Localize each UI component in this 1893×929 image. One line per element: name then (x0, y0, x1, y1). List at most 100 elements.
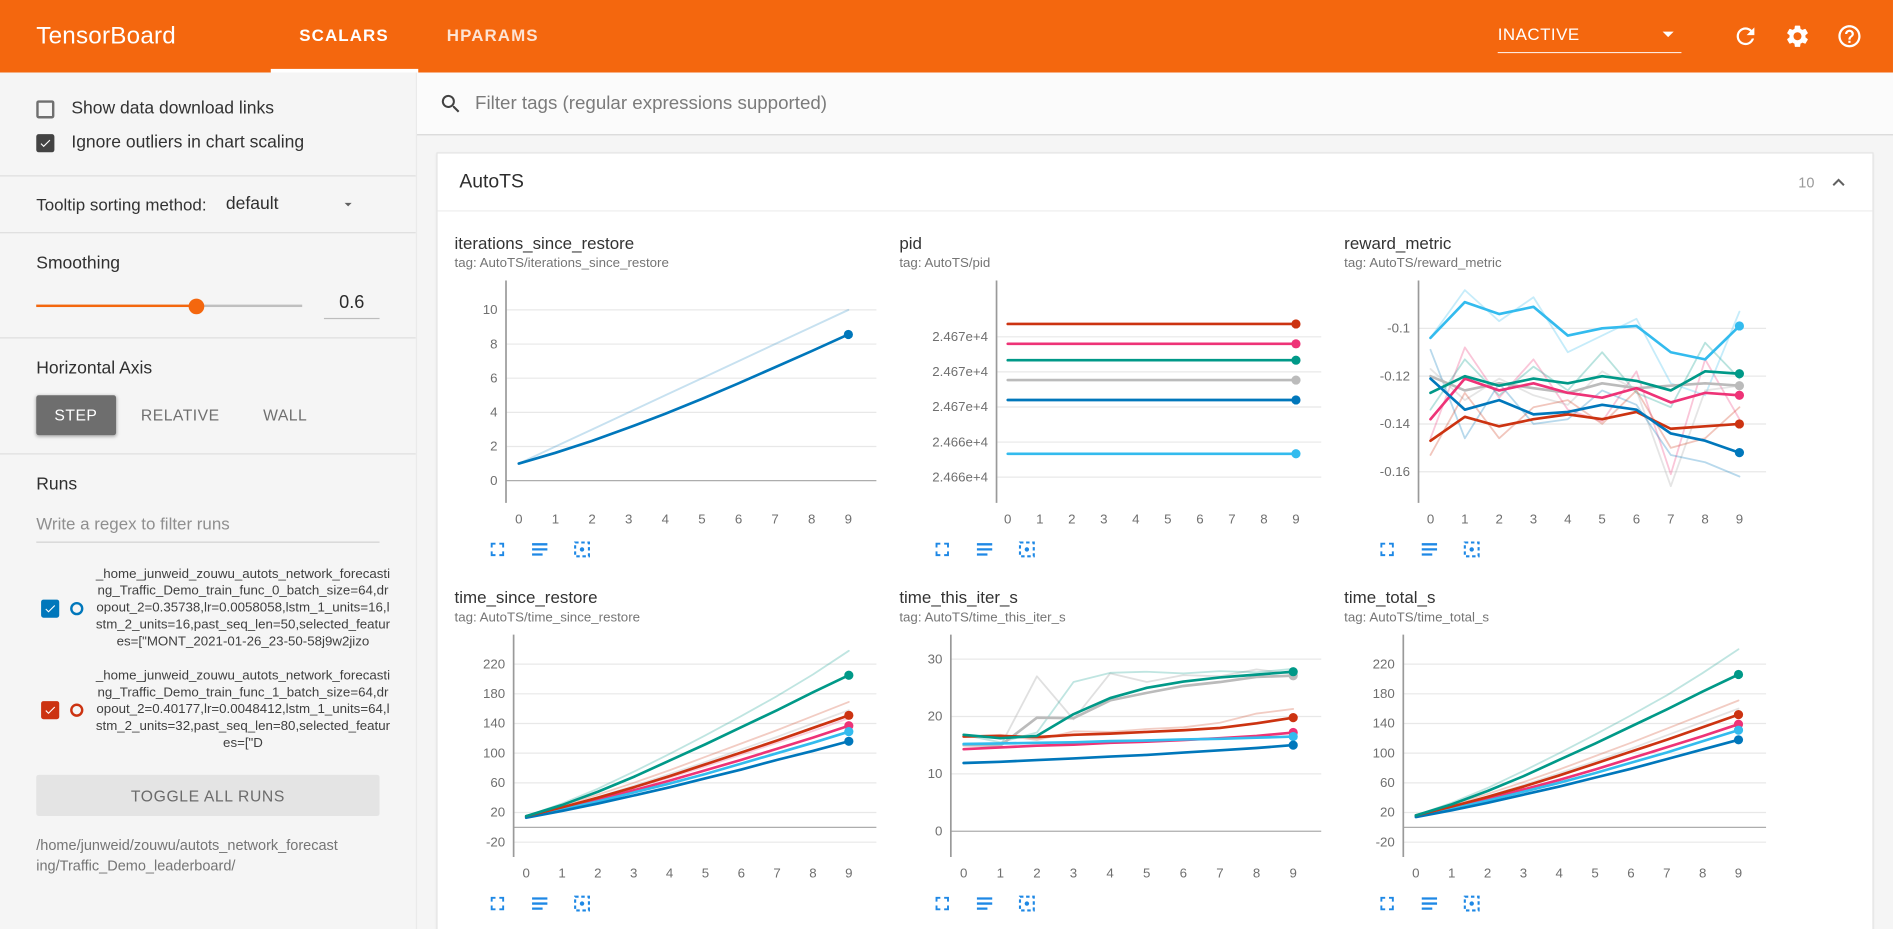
svg-text:0: 0 (1412, 866, 1419, 881)
expand-chart-icon[interactable] (931, 892, 954, 915)
toggle-all-runs-button[interactable]: TOGGLE ALL RUNS (36, 774, 380, 816)
runs-list-icon[interactable] (528, 538, 551, 561)
tooltip-sort-select[interactable]: default (226, 195, 357, 214)
svg-text:2.467e+4: 2.467e+4 (932, 364, 988, 379)
runs-filter-input[interactable] (36, 508, 380, 543)
svg-text:7: 7 (1228, 511, 1235, 526)
svg-text:8: 8 (1253, 866, 1260, 881)
tab-hparams[interactable]: HPARAMS (446, 24, 539, 45)
slider-thumb[interactable] (187, 297, 204, 314)
svg-text:6: 6 (1627, 866, 1634, 881)
axis-relative-button[interactable]: RELATIVE (123, 395, 238, 435)
refresh-icon[interactable] (1731, 22, 1760, 51)
collapse-group-icon[interactable] (1826, 170, 1850, 194)
show-download-links-checkbox[interactable]: Show data download links (0, 92, 416, 126)
svg-text:-0.1: -0.1 (1387, 321, 1410, 336)
autots-tag-group-card: AutoTS 10 iterations_since_restore tag: … (436, 152, 1874, 929)
expand-chart-icon[interactable] (486, 538, 509, 561)
runs-list-icon[interactable] (973, 892, 996, 915)
smoothing-value[interactable]: 0.6 (323, 293, 380, 320)
expand-chart-icon[interactable] (486, 892, 509, 915)
svg-text:6: 6 (1180, 866, 1187, 881)
expand-chart-icon[interactable] (931, 538, 954, 561)
svg-text:2: 2 (1033, 866, 1040, 881)
svg-text:8: 8 (490, 336, 497, 351)
svg-text:1: 1 (552, 511, 559, 526)
fit-domain-icon[interactable] (1460, 892, 1483, 915)
dashboard-scroll-area[interactable]: AutoTS 10 iterations_since_restore tag: … (417, 135, 1893, 929)
run-color-swatch[interactable] (70, 702, 84, 717)
chart-plot[interactable]: -0.1 -0.12 -0.14 -0.16 0 1 2 3 4 5 6 7 8 9 (1344, 276, 1774, 535)
chart-plot[interactable]: -20 20 60 100 140 180 220 0 1 2 3 4 5 6 7 8 9 (1344, 630, 1774, 889)
svg-text:220: 220 (483, 656, 505, 671)
gear-icon[interactable] (1783, 22, 1812, 51)
scalar-chart-card: time_total_s tag: AutoTS/time_total_s -2… (1344, 587, 1777, 915)
run-color-swatch[interactable] (70, 601, 84, 615)
expand-chart-icon[interactable] (1376, 892, 1399, 915)
chart-tag: tag: AutoTS/time_this_iter_s (899, 610, 1066, 625)
tag-filter-bar (417, 72, 1893, 136)
ignore-outliers-checkbox[interactable]: Ignore outliers in chart scaling (0, 126, 416, 160)
status-dropdown[interactable]: INACTIVE (1497, 20, 1682, 53)
svg-text:9: 9 (845, 866, 852, 881)
svg-text:3: 3 (625, 511, 632, 526)
divider (0, 337, 416, 339)
chart-title: time_this_iter_s (899, 587, 1018, 607)
svg-text:140: 140 (1373, 716, 1395, 731)
chart-plot[interactable]: 2.467e+4 2.467e+4 2.467e+4 2.466e+4 2.466e+4… (899, 276, 1329, 535)
svg-text:7: 7 (1663, 866, 1670, 881)
svg-text:10: 10 (928, 766, 943, 781)
fit-domain-icon[interactable] (571, 892, 594, 915)
svg-text:2: 2 (1068, 511, 1075, 526)
smoothing-slider[interactable] (36, 297, 303, 315)
svg-text:9: 9 (1735, 866, 1742, 881)
tab-scalars[interactable]: SCALARS (270, 0, 418, 73)
svg-text:180: 180 (1373, 686, 1395, 701)
divider (0, 232, 416, 234)
svg-text:7: 7 (771, 511, 778, 526)
svg-text:5: 5 (1591, 866, 1598, 881)
run-item[interactable]: _home_junweid_zouwu_autots_network_forec… (0, 557, 416, 659)
run-label: _home_junweid_zouwu_autots_network_forec… (95, 566, 391, 650)
svg-text:5: 5 (698, 511, 705, 526)
axis-wall-button[interactable]: WALL (245, 395, 325, 435)
runs-list-icon[interactable] (1418, 538, 1441, 561)
search-icon (439, 91, 463, 115)
fit-domain-icon[interactable] (1015, 538, 1038, 561)
run-checkbox[interactable] (41, 598, 60, 618)
runs-list-icon[interactable] (973, 538, 996, 561)
svg-text:1: 1 (558, 866, 565, 881)
chart-plot[interactable]: -20 20 60 100 140 180 220 0 1 2 3 4 5 6 7 8 9 (455, 630, 885, 889)
tag-group-header: AutoTS 10 (437, 154, 1873, 212)
tooltip-sort-value: default (225, 194, 279, 214)
runs-list-icon[interactable] (1418, 892, 1441, 915)
chart-plot[interactable]: 0 10 20 30 0 1 2 3 4 5 6 7 8 9 (899, 630, 1329, 889)
svg-text:4: 4 (1106, 866, 1113, 881)
fit-domain-icon[interactable] (1015, 892, 1038, 915)
fit-domain-icon[interactable] (571, 538, 594, 561)
checkbox-label: Show data download links (71, 99, 275, 119)
fit-domain-icon[interactable] (1460, 538, 1483, 561)
chart-title: time_total_s (1344, 587, 1436, 607)
svg-text:1: 1 (1461, 511, 1468, 526)
axis-step-button[interactable]: STEP (36, 395, 116, 436)
help-icon[interactable] (1835, 22, 1864, 51)
expand-chart-icon[interactable] (1376, 538, 1399, 561)
charts-grid: iterations_since_restore tag: AutoTS/ite… (438, 212, 1873, 929)
chart-plot[interactable]: 0 2 4 6 8 10 0 1 2 3 4 5 6 7 8 9 (455, 276, 885, 535)
svg-text:5: 5 (1164, 511, 1171, 526)
svg-text:2.466e+4: 2.466e+4 (932, 469, 988, 484)
scalar-chart-card: pid tag: AutoTS/pid 2.467e+4 2.467e+4 2.46… (899, 233, 1332, 561)
svg-text:0: 0 (515, 511, 522, 526)
svg-text:30: 30 (928, 651, 943, 666)
smoothing-label: Smoothing (36, 253, 121, 274)
svg-text:2.467e+4: 2.467e+4 (932, 399, 988, 414)
run-item[interactable]: _home_junweid_zouwu_autots_network_forec… (0, 659, 416, 761)
runs-list-icon[interactable] (528, 892, 551, 915)
chart-title: pid (899, 233, 922, 253)
svg-text:2: 2 (1495, 511, 1502, 526)
tag-filter-input[interactable] (475, 92, 1872, 115)
chart-title: time_since_restore (454, 587, 598, 607)
run-checkbox[interactable] (41, 700, 60, 719)
